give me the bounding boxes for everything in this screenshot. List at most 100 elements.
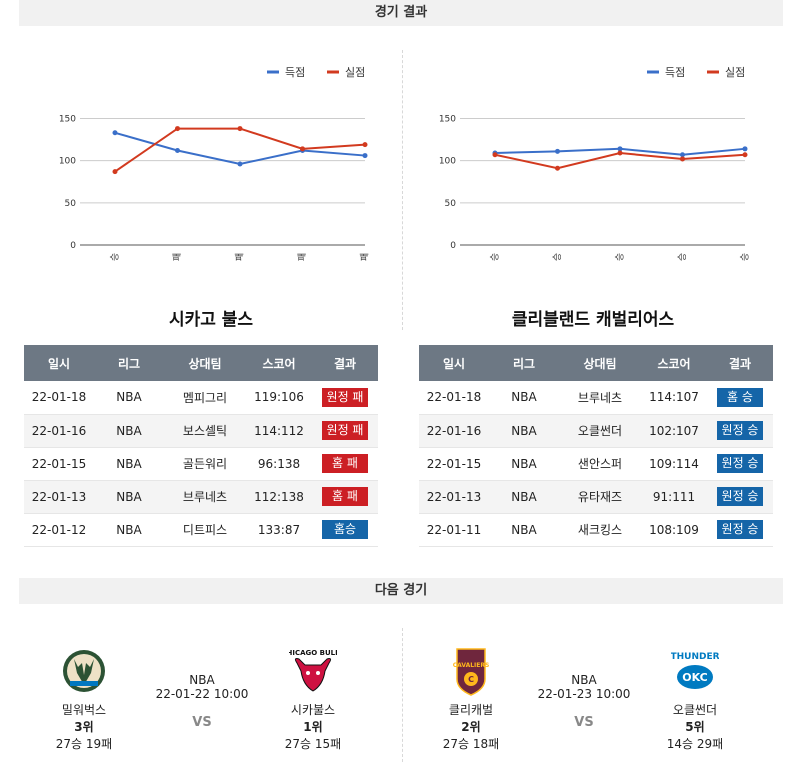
next-game-1-datetime: 22-01-22 10:00 bbox=[155, 687, 249, 701]
y-tick-label: 50 bbox=[445, 199, 457, 209]
next-game-2-vs: VS bbox=[574, 715, 594, 730]
row-opponent: 보스셀틱 bbox=[164, 414, 246, 448]
data-point bbox=[492, 152, 498, 158]
row-date: 22-01-13 bbox=[24, 480, 94, 514]
x-tick-label: 승 bbox=[677, 253, 688, 261]
next-game-1-info: NBA 22-01-22 10:00 VS bbox=[147, 673, 257, 730]
result-badge: 원정 승 bbox=[717, 421, 763, 440]
svg-text:CAVALIERS: CAVALIERS bbox=[453, 662, 490, 669]
legend-label: 실점 bbox=[725, 66, 745, 79]
column-divider bbox=[402, 50, 403, 330]
next-game-2-home-rank: 2위 bbox=[461, 720, 481, 734]
row-league: NBA bbox=[489, 381, 559, 415]
x-tick-label: 승 bbox=[552, 253, 563, 261]
col-league: 리그 bbox=[94, 345, 164, 381]
row-date: 22-01-16 bbox=[24, 414, 94, 448]
row-result: 홈승 bbox=[312, 513, 378, 547]
results-section-header: 경기 결과 bbox=[19, 0, 783, 26]
col-score: 스코어 bbox=[246, 345, 312, 381]
row-opponent: 디트피스 bbox=[164, 513, 246, 547]
table-row: 22-01-18 NBA 멤피그리 119:106 원정 패 bbox=[24, 381, 378, 415]
row-opponent: 새크킹스 bbox=[559, 513, 641, 547]
row-result: 원정 승 bbox=[707, 447, 773, 481]
row-score: 102:107 bbox=[641, 414, 707, 448]
next-game-2[interactable]: CAVALIERS C 클리캐벌 2위 27승 18패 NBA 22-01-23… bbox=[396, 645, 779, 755]
legend-label: 실점 bbox=[345, 66, 365, 79]
right-results-table: 일시 리그 상대팀 스코어 결과 22-01-18 NBA 브루네츠 114:107 홈… bbox=[419, 345, 773, 547]
x-tick-label: 승 bbox=[615, 253, 626, 261]
result-badge: 홈 패 bbox=[322, 454, 368, 473]
left-score-chart: 득점 실점 0 50 100 150 승 패 패 패 패 bbox=[35, 55, 395, 275]
row-result: 홈 패 bbox=[312, 447, 378, 481]
row-league: NBA bbox=[94, 381, 164, 415]
x-tick-label: 패 bbox=[172, 253, 183, 261]
bulls-logo-icon: CHICAGO BULLS bbox=[289, 649, 337, 692]
next-game-2-home[interactable]: CAVALIERS C 클리캐벌 2위 27승 18패 bbox=[431, 645, 511, 752]
table-row: 22-01-15 NBA 샌안스퍼 109:114 원정 승 bbox=[419, 447, 773, 481]
result-badge: 홈 패 bbox=[322, 487, 368, 506]
next-game-1-away[interactable]: CHICAGO BULLS 시카불스 1위 27승 15패 bbox=[273, 645, 353, 752]
x-tick-label: 패 bbox=[235, 253, 246, 261]
table-row: 22-01-13 NBA 유타재즈 91:111 원정 승 bbox=[419, 480, 773, 514]
row-score: 133:87 bbox=[246, 513, 312, 547]
data-point bbox=[300, 146, 305, 152]
result-badge: 원정 패 bbox=[322, 387, 368, 407]
y-tick-label: 100 bbox=[439, 157, 456, 167]
col-date: 일시 bbox=[419, 345, 489, 381]
next-game-1[interactable]: 밀워벅스 3위 27승 19패 NBA 22-01-22 10:00 VS CH… bbox=[12, 645, 395, 755]
next-game-2-league: NBA bbox=[571, 673, 597, 687]
row-date: 22-01-15 bbox=[24, 447, 94, 481]
row-score: 91:111 bbox=[641, 480, 707, 514]
row-score: 109:114 bbox=[641, 447, 707, 481]
row-date: 22-01-11 bbox=[419, 513, 489, 547]
cavaliers-logo-icon: CAVALIERS C bbox=[453, 648, 490, 696]
row-opponent: 브루네츠 bbox=[164, 480, 246, 514]
data-point bbox=[555, 148, 560, 154]
row-league: NBA bbox=[489, 414, 559, 448]
bucks-logo-icon bbox=[63, 650, 105, 692]
table-row: 22-01-16 NBA 보스셀틱 114:112 원정 패 bbox=[24, 414, 378, 448]
row-league: NBA bbox=[94, 414, 164, 448]
row-date: 22-01-18 bbox=[24, 381, 94, 415]
row-result: 원정 패 bbox=[312, 414, 378, 448]
left-results-table: 일시 리그 상대팀 스코어 결과 22-01-18 NBA 멤피그리 119:106 원… bbox=[24, 345, 378, 547]
next-game-2-away[interactable]: THUNDER OKC 오클썬더 5위 14승 29패 bbox=[655, 645, 735, 752]
thunder-logo-icon: THUNDER OKC bbox=[671, 652, 719, 689]
row-league: NBA bbox=[489, 480, 559, 514]
result-badge: 원정 패 bbox=[322, 421, 368, 440]
next-game-1-home-record: 27승 19패 bbox=[55, 737, 113, 751]
x-tick-label: 승 bbox=[490, 253, 501, 261]
data-point bbox=[237, 161, 243, 167]
result-badge: 홈승 bbox=[322, 520, 368, 539]
row-opponent: 멤피그리 bbox=[164, 381, 246, 415]
row-opponent: 브루네츠 bbox=[559, 381, 641, 415]
row-result: 홈 패 bbox=[312, 480, 378, 514]
data-point bbox=[112, 169, 118, 175]
result-badge: 원정 승 bbox=[717, 454, 763, 473]
row-date: 22-01-18 bbox=[419, 381, 489, 415]
row-score: 119:106 bbox=[246, 381, 312, 415]
result-badge: 홈 승 bbox=[717, 387, 763, 407]
next-game-1-home[interactable]: 밀워벅스 3위 27승 19패 bbox=[44, 645, 124, 752]
svg-text:CHICAGO BULLS: CHICAGO BULLS bbox=[289, 649, 337, 657]
next-games-section-header: 다음 경기 bbox=[19, 578, 783, 604]
row-score: 114:112 bbox=[246, 414, 312, 448]
col-league: 리그 bbox=[489, 345, 559, 381]
next-game-2-datetime: 22-01-23 10:00 bbox=[537, 687, 631, 701]
right-team-title: 클리블랜드 캐벌리어스 bbox=[511, 310, 675, 330]
row-league: NBA bbox=[489, 513, 559, 547]
col-result: 결과 bbox=[312, 345, 378, 381]
table-row: 22-01-12 NBA 디트피스 133:87 홈승 bbox=[24, 513, 378, 547]
next-game-1-away-name: 시카불스 bbox=[290, 703, 336, 717]
legend-label: 득점 bbox=[665, 66, 685, 79]
table-row: 22-01-16 NBA 오클썬더 102:107 원정 승 bbox=[419, 414, 773, 448]
next-game-1-away-rank: 1위 bbox=[303, 720, 323, 734]
row-date: 22-01-12 bbox=[24, 513, 94, 547]
next-game-1-away-record: 27승 15패 bbox=[284, 737, 342, 751]
col-date: 일시 bbox=[24, 345, 94, 381]
row-score: 112:138 bbox=[246, 480, 312, 514]
y-tick-label: 150 bbox=[59, 114, 76, 124]
row-result: 원정 패 bbox=[312, 381, 378, 415]
next-game-1-league: NBA bbox=[189, 673, 215, 687]
x-tick-label: 승 bbox=[110, 253, 121, 261]
